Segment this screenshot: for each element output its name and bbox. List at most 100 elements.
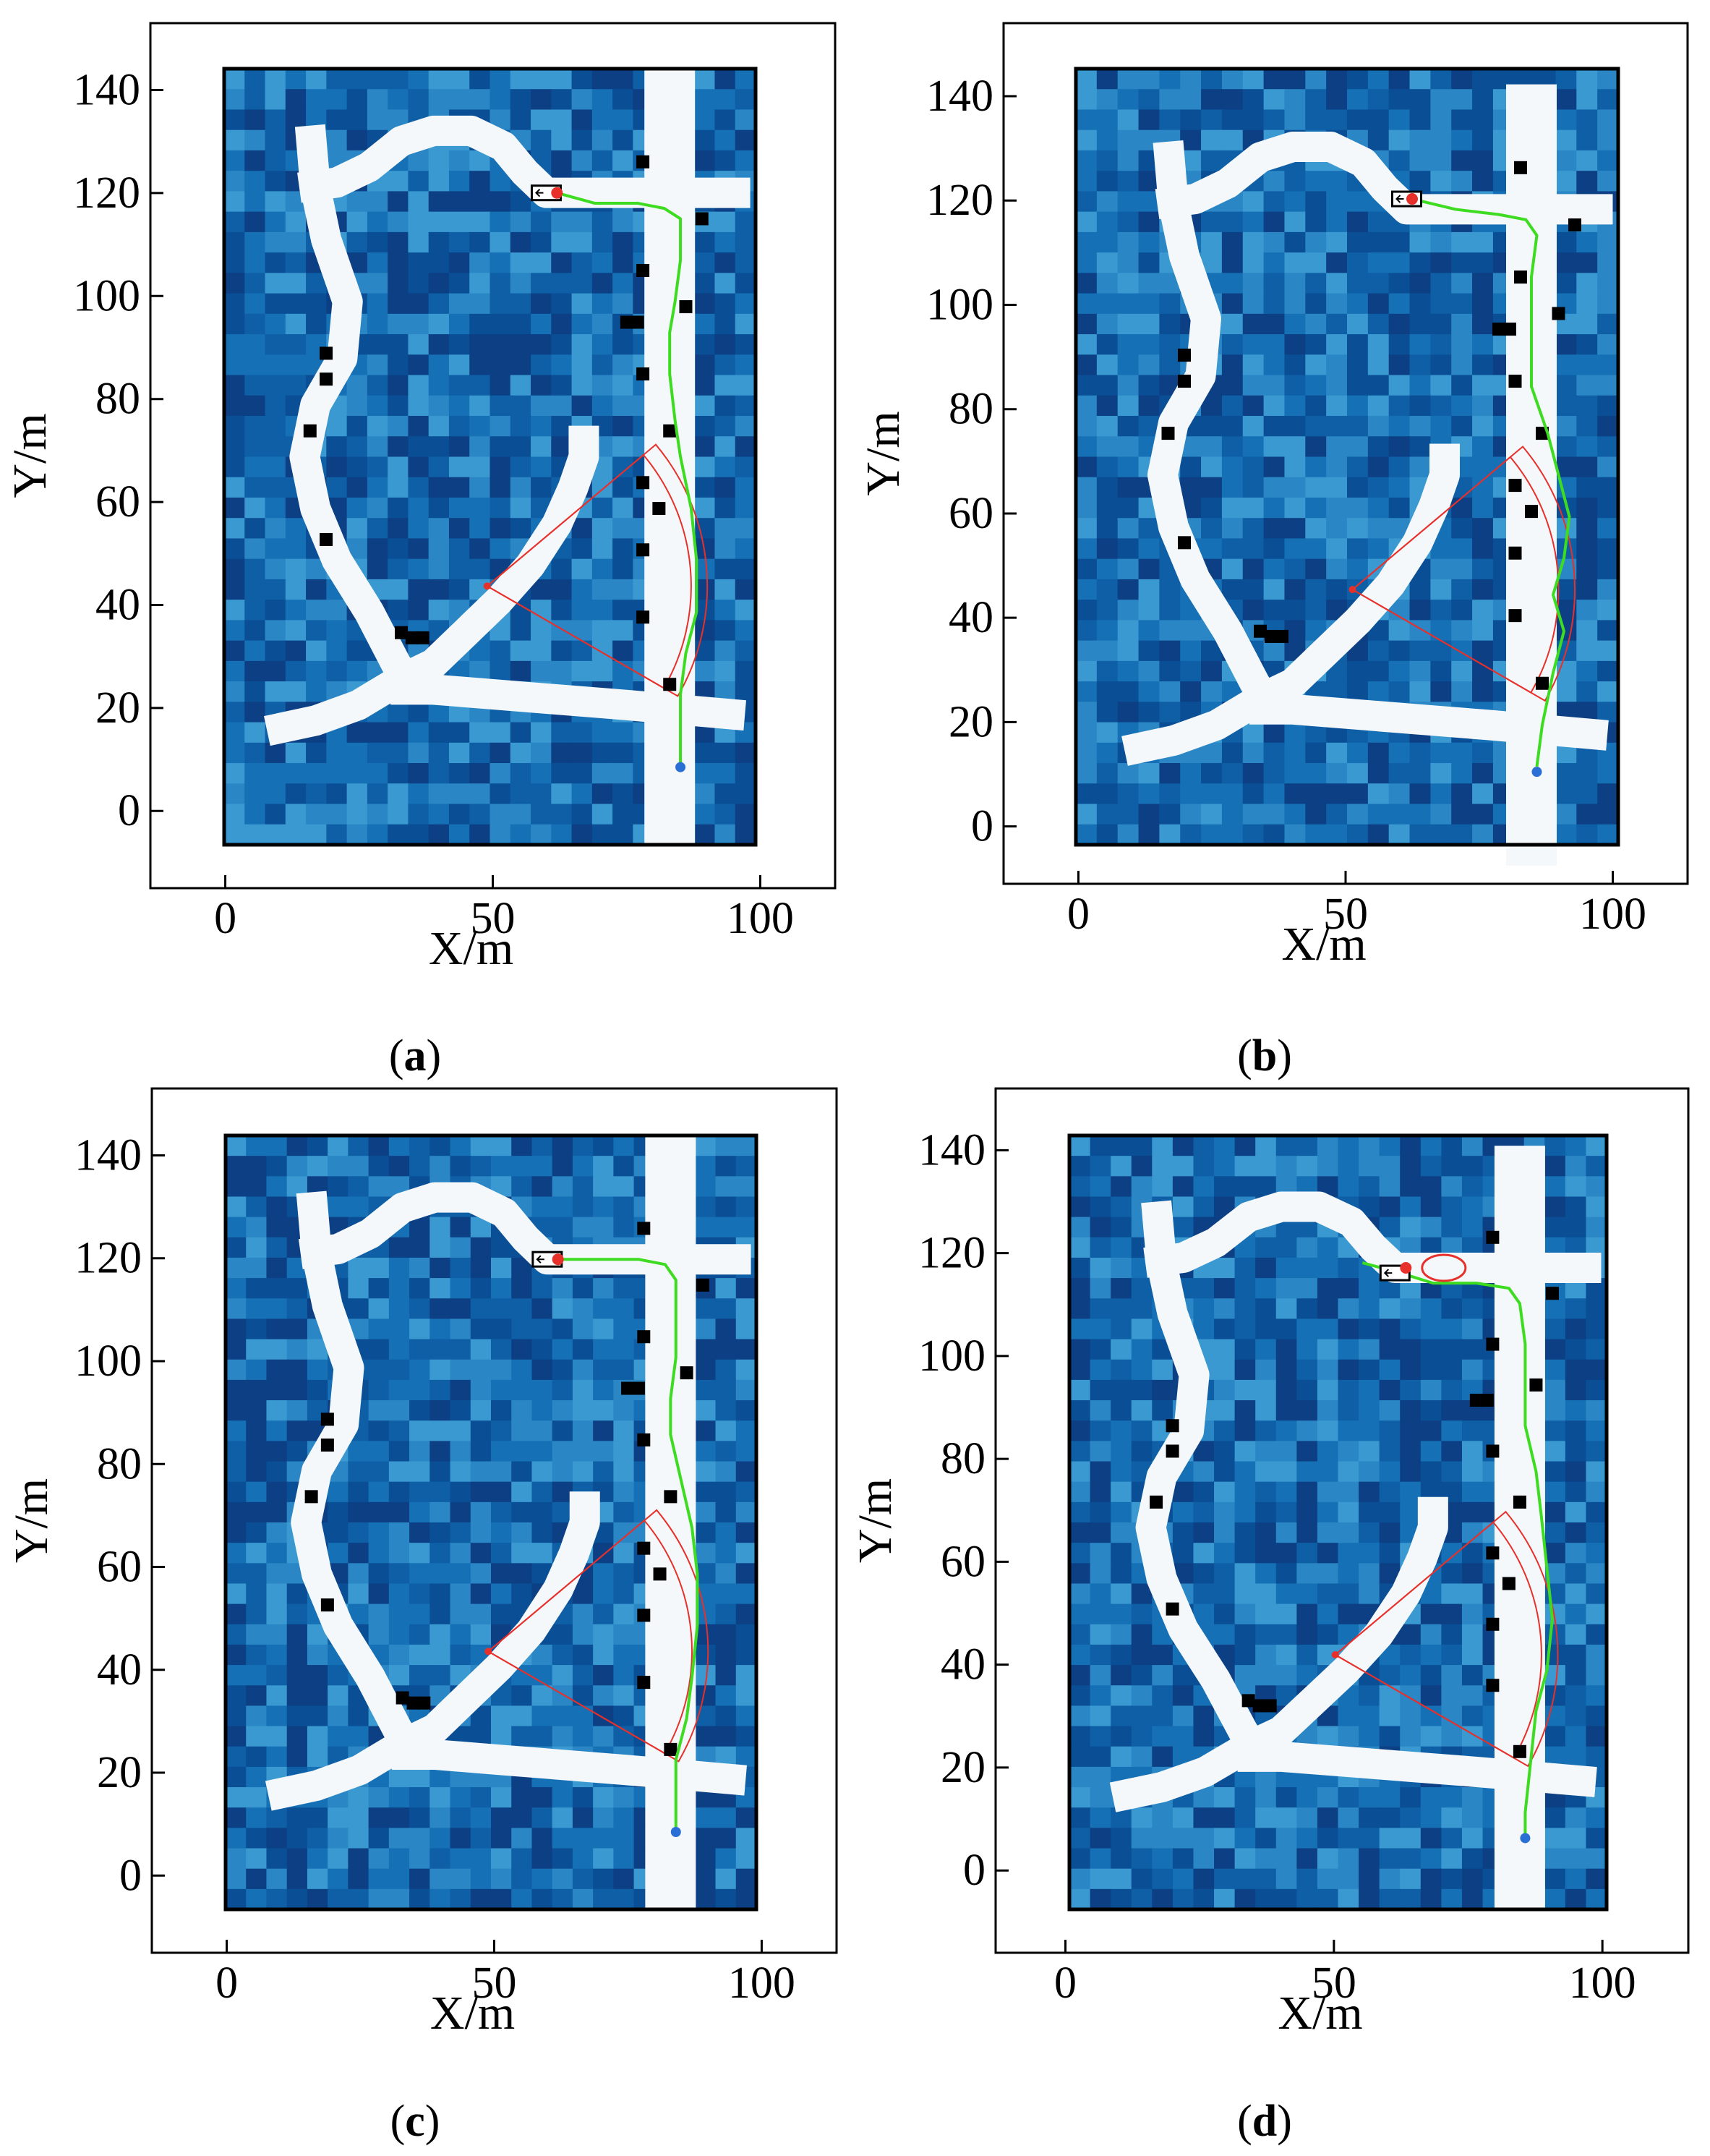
- terrain-cell: [612, 783, 633, 805]
- terrain-cell: [714, 109, 736, 131]
- terrain-cell: [1131, 1318, 1153, 1340]
- panel-b-label: (b): [1237, 1031, 1292, 1081]
- terrain-cell: [735, 1522, 757, 1543]
- terrain-cell: [409, 1278, 430, 1299]
- terrain-cell: [552, 1176, 573, 1198]
- terrain-cell: [388, 313, 409, 335]
- terrain-cell: [266, 1828, 288, 1849]
- terrain-cell: [552, 1196, 573, 1218]
- terrain-cell: [1359, 1787, 1380, 1808]
- terrain-cell: [1111, 1888, 1132, 1910]
- terrain-cell: [1275, 1400, 1297, 1421]
- terrain-cell: [531, 129, 552, 151]
- road: [297, 115, 751, 208]
- terrain-cell: [1379, 1441, 1401, 1462]
- terrain-cell: [1430, 334, 1452, 355]
- terrain-cell: [1565, 1746, 1587, 1768]
- terrain-cell: [551, 129, 573, 151]
- terrain-cell: [224, 497, 245, 519]
- terrain-cell: [1090, 1298, 1111, 1320]
- terrain-cell: [510, 334, 531, 355]
- terrain-cell: [1111, 1583, 1132, 1605]
- terrain-cell: [367, 375, 388, 396]
- terrain-cell: [224, 783, 245, 805]
- terrain-cell: [1544, 1420, 1566, 1441]
- terrain-cell: [408, 477, 429, 498]
- terrain-cell: [1461, 1624, 1484, 1645]
- terrain-cell: [224, 579, 245, 600]
- terrain-cell: [346, 231, 368, 253]
- terrain-cell: [265, 783, 286, 805]
- terrain-cell: [246, 1481, 268, 1503]
- terrain-cell: [1193, 1603, 1215, 1625]
- terrain-cell: [1111, 1522, 1132, 1543]
- terrain-cell: [246, 1257, 268, 1279]
- obstacle: [1529, 1378, 1543, 1392]
- terrain-cell: [1338, 1176, 1359, 1198]
- terrain-cell: [551, 600, 573, 621]
- terrain-cell: [306, 742, 327, 764]
- terrain-cell: [1409, 804, 1431, 825]
- terrain-cell: [694, 742, 716, 764]
- terrain-cell: [735, 477, 756, 498]
- terrain-cell: [1555, 375, 1577, 396]
- x-tick-label: 100: [1579, 890, 1646, 939]
- terrain-cell: [572, 1176, 594, 1198]
- sector-inner: [1351, 456, 1560, 694]
- terrain-cell: [572, 1828, 594, 1849]
- terrain-cell: [1379, 1176, 1401, 1198]
- terrain-cell: [1193, 1461, 1215, 1483]
- terrain-cell: [1461, 1441, 1484, 1462]
- terrain-cell: [469, 313, 491, 335]
- terrain-cell: [348, 1787, 369, 1808]
- terrain-cell: [1326, 109, 1348, 131]
- terrain-cell: [1441, 1217, 1463, 1238]
- terrain-cell: [1242, 722, 1265, 743]
- terrain-cell: [531, 783, 552, 805]
- terrain-cell: [715, 1156, 737, 1177]
- terrain-cell: [286, 1807, 308, 1828]
- terrain-cell: [1090, 1624, 1111, 1645]
- terrain-cell: [1234, 1624, 1256, 1645]
- terrain-cell: [285, 354, 307, 376]
- terrain-cell: [1586, 1196, 1607, 1218]
- terrain-cell: [1597, 109, 1619, 131]
- terrain-cell: [510, 293, 531, 315]
- terrain-cell: [1138, 558, 1160, 580]
- terrain-cell: [408, 69, 429, 90]
- terrain-cell: [470, 1135, 492, 1156]
- terrain-cell: [1284, 89, 1306, 111]
- terrain-cell: [1597, 477, 1619, 498]
- terrain-cell: [1451, 375, 1473, 396]
- terrain-cell: [388, 1583, 410, 1605]
- terrain-cell: [714, 579, 736, 600]
- terrain-cell: [388, 1665, 410, 1686]
- terrain-cell: [226, 1359, 247, 1381]
- terrain-cell: [408, 579, 429, 600]
- terrain-cell: [428, 783, 450, 805]
- terrain-cell: [448, 416, 470, 437]
- terrain-cell: [1379, 1217, 1401, 1238]
- terrain-cell: [1296, 1603, 1318, 1625]
- y-tick-label: 100: [926, 280, 993, 329]
- terrain-cell: [388, 1787, 410, 1808]
- terrain-cell: [326, 742, 348, 764]
- terrain-cell: [368, 1848, 390, 1870]
- terrain-cell: [450, 1379, 471, 1401]
- terrain-cell: [409, 1828, 430, 1849]
- terrain-cell: [1221, 231, 1244, 253]
- terrain-cell: [1317, 1543, 1339, 1564]
- terrain-cell: [286, 1278, 308, 1299]
- terrain-cell: [593, 1298, 614, 1320]
- terrain-cell: [1472, 69, 1494, 90]
- terrain-cell: [551, 375, 573, 396]
- terrain-cell: [1317, 1156, 1339, 1177]
- terrain-cell: [469, 395, 491, 417]
- terrain-cell: [226, 1848, 247, 1870]
- terrain-cell: [1597, 538, 1619, 560]
- terrain-cell: [408, 293, 429, 315]
- terrain-cell: [1347, 804, 1369, 825]
- terrain-cell: [388, 1237, 410, 1258]
- terrain-cell: [735, 783, 756, 805]
